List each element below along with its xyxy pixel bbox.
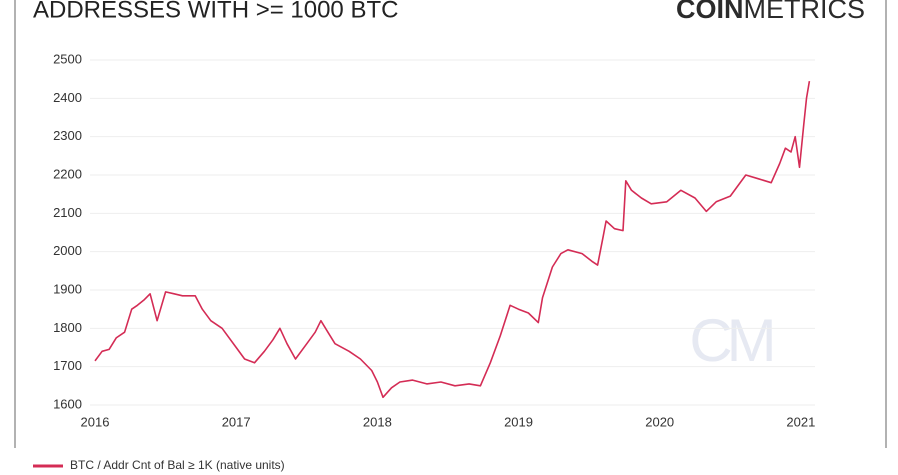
- plot: 1600 1700 1800 1900 2000 2100 2200 2300 2400 2500…: [53, 51, 815, 429]
- y-tick-label: 2000: [53, 243, 82, 258]
- y-tick-label: 2200: [53, 166, 82, 181]
- watermark: CM: [689, 307, 772, 374]
- y-tick-label: 2300: [53, 128, 82, 143]
- x-tick-label: 2018: [363, 414, 392, 429]
- series-line: [94, 80, 811, 399]
- logo-bold: COIN: [676, 0, 744, 24]
- logo: COINMETRICS: [676, 0, 865, 24]
- y-tick-label: 1700: [53, 358, 82, 373]
- x-tick-label: 2017: [222, 414, 251, 429]
- x-tick-label: 2019: [504, 414, 533, 429]
- x-tick-label: 2016: [81, 414, 110, 429]
- chart-title: ADDRESSES WITH >= 1000 BTC: [33, 0, 398, 23]
- y-tick-label: 2400: [53, 90, 82, 105]
- y-tick-label: 2100: [53, 205, 82, 220]
- y-tick-label: 2500: [53, 51, 82, 66]
- y-tick-label: 1800: [53, 320, 82, 335]
- y-tick-label: 1600: [53, 396, 82, 411]
- x-tick-label: 2021: [786, 414, 815, 429]
- x-tick-label: 2020: [645, 414, 674, 429]
- legend-label: BTC / Addr Cnt of Bal ≥ 1K (native units…: [70, 458, 285, 472]
- logo-light: METRICS: [744, 0, 866, 24]
- y-tick-label: 1900: [53, 281, 82, 296]
